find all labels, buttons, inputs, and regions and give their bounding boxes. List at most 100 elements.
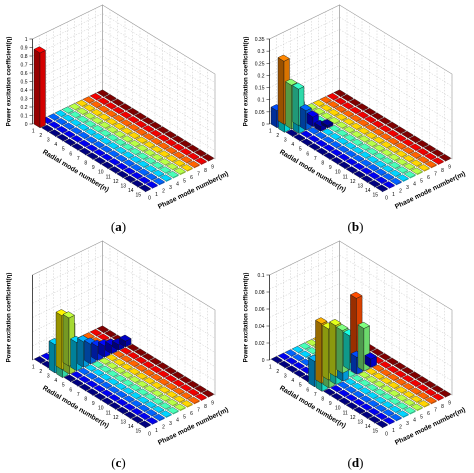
caption-c-letter: c (115, 455, 122, 470)
caption-d: (d) (347, 455, 364, 470)
caption-a-letter: a (115, 219, 122, 234)
m-tick-c-2: 2 (162, 425, 165, 431)
z-axis-label-d: Power excitation coefficient(η) (243, 273, 250, 363)
n-tick-a-8: 8 (84, 161, 87, 167)
z-tick-a-10: 1 (25, 37, 28, 43)
n-tick-a-14: 14 (128, 188, 134, 194)
m-tick-b-7: 7 (434, 172, 437, 178)
z-tick-a-7: 0.7 (21, 63, 28, 69)
m-tick-b-2: 2 (399, 189, 402, 195)
z-tick-d-0: 0 (262, 358, 265, 364)
n-tick-b-12: 12 (350, 179, 356, 185)
n-tick-b-4: 4 (291, 142, 294, 148)
caption-c: (c) (111, 455, 126, 470)
n-tick-b-11: 11 (343, 174, 348, 180)
n-tick-d-10: 10 (335, 406, 341, 412)
m-tick-a-9: 9 (211, 165, 214, 171)
n-tick-b-2: 2 (276, 133, 279, 139)
m-tick-d-4: 4 (413, 418, 416, 424)
z-tick-b-6: 0.3 (258, 49, 265, 55)
caption-a: (a) (110, 219, 127, 234)
m-tick-a-2: 2 (162, 189, 165, 195)
m-tick-a-5: 5 (183, 178, 186, 184)
floor-tile-n8-m4 (351, 374, 364, 382)
n-tick-d-8: 8 (321, 397, 324, 403)
n-tick-d-14: 14 (365, 424, 371, 430)
floor-tile-n1-m6 (312, 99, 325, 107)
bars-b (270, 54, 334, 134)
z-tick-b-0: 0 (262, 122, 265, 128)
n-tick-a-3: 3 (47, 138, 50, 144)
floor-tile-n9-m9 (393, 362, 406, 370)
floor-tile-n9-m9 (156, 362, 169, 370)
n-tick-a-5: 5 (62, 147, 65, 153)
m-tick-c-8: 8 (204, 404, 207, 410)
n-tick-a-6: 6 (69, 151, 72, 157)
floor-tile-n8-m5 (121, 371, 134, 379)
floor-tile-n3-m0 (285, 365, 298, 373)
floor-tile-n1-m3 (291, 346, 304, 353)
floor-tile-n2-m5 (313, 107, 326, 115)
n-tick-b-6: 6 (306, 151, 309, 157)
n-tick-a-11: 11 (106, 174, 111, 180)
panel-d: 0 0.02 0.04 0.06 0.08 0.1 1 2 3 4 5 6 7 8 9 10 11 12 13 14 1… (237, 236, 474, 472)
z-tick-a-1: 0.1 (21, 114, 28, 120)
floor-tile-n3-m6 (327, 109, 340, 116)
z-tick-d-3: 0.06 (255, 307, 265, 313)
floor-tile-n5-m9 (126, 344, 139, 351)
panel-c: 1 2 3 4 5 6 7 8 9 10 11 12 13 14 15 0 1 2 3 4 5 6 7 8 9 Power exc… (0, 236, 237, 472)
floor-tile-n7-m5 (350, 130, 363, 138)
n-tick-a-9: 9 (92, 165, 95, 171)
n-tick-d-4: 4 (291, 378, 294, 384)
floor-tile-n7-m6 (120, 363, 133, 371)
n-tick-a-13: 13 (120, 184, 126, 190)
floor-tile-n15-m3 (159, 410, 172, 418)
bar-n7-m7 (364, 352, 378, 368)
floor-tile-n12-m6 (158, 386, 171, 394)
floor-tile-n13-m0 (123, 411, 136, 419)
m-tick-b-1: 1 (392, 192, 395, 198)
n-tick-c-1: 1 (32, 364, 35, 370)
bar-n1-m0 (33, 46, 46, 129)
n-tick-a-12: 12 (113, 179, 119, 185)
m-tick-a-4: 4 (176, 182, 179, 188)
bar-n4-m4 (320, 118, 334, 129)
z-axis-label-b: Power excitation coefficient(η) (243, 37, 250, 127)
z-axis-label-a: Power excitation coefficient(η) (6, 37, 13, 127)
z-ticks-b: 0 0.05 0.1 0.15 0.2 0.25 0.3 0.35 (255, 37, 270, 128)
floor-tile-n12-m1 (360, 403, 373, 411)
n-tick-a-1: 1 (32, 128, 35, 134)
floor-tile-n10-m8 (394, 370, 407, 378)
m-tick-d-3: 3 (406, 421, 409, 427)
floor-tile-n4-m8 (349, 106, 362, 114)
z-tick-a-5: 0.5 (21, 80, 28, 86)
floor-tile-n6-m7 (120, 355, 133, 363)
floor-tile-n13-m5 (158, 394, 171, 402)
floor-tile-n11-m7 (394, 378, 407, 386)
floor-tile-n14-m4 (396, 402, 409, 410)
floor-tile-n2-m1 (285, 357, 298, 365)
n-tick-d-3: 3 (284, 374, 287, 380)
n-tick-d-12: 12 (350, 415, 356, 421)
floor-tile-n12-m1 (123, 403, 136, 411)
floor-tile-n6-m5 (343, 126, 356, 133)
floor-tile-n14-m4 (159, 402, 172, 410)
m-tick-c-3: 3 (169, 421, 172, 427)
floor-tile-n8-m0 (86, 388, 99, 396)
floor-tile-n1-m2 (284, 349, 297, 357)
floor-tile-n15-m3 (396, 410, 409, 418)
floor-tile-n3-m7 (334, 105, 347, 113)
m-tick-d-1: 1 (392, 428, 395, 434)
floor-tile-n1-m8 (326, 93, 339, 100)
floor-tile-n10-m3 (122, 387, 135, 395)
n-tick-b-14: 14 (365, 188, 371, 194)
z-tick-d-2: 0.04 (255, 324, 265, 330)
n-tick-d-9: 9 (329, 401, 332, 407)
m-tick-b-0: 0 (385, 195, 388, 201)
